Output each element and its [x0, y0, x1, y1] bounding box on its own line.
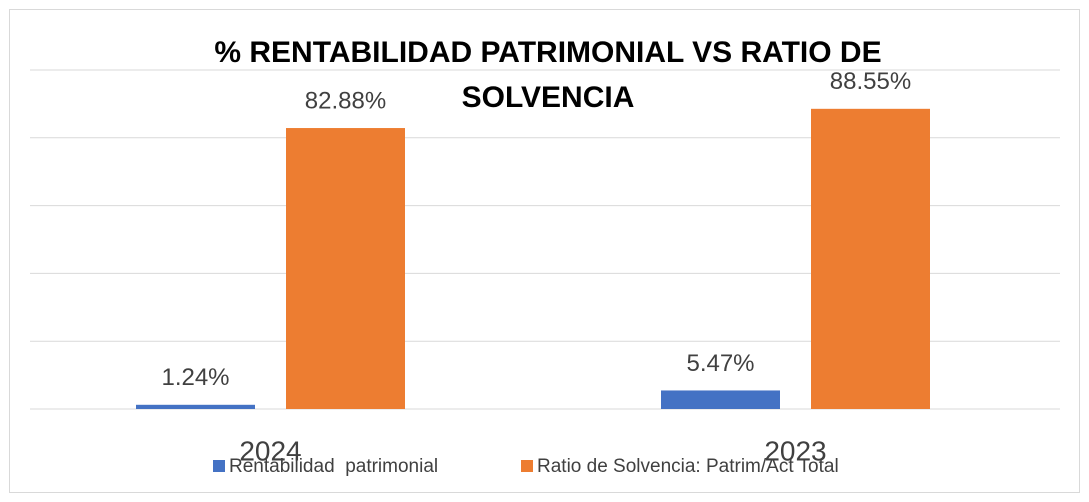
- bar: [136, 404, 255, 409]
- legend-swatch: [521, 460, 533, 472]
- legend-swatch: [213, 460, 225, 472]
- x-tick-label: 2023: [764, 435, 826, 466]
- bar: [286, 128, 405, 409]
- legend-label: Rentabilidad patrimonial: [229, 456, 438, 477]
- chart-frame: [9, 9, 1080, 493]
- data-label: 5.47%: [686, 350, 754, 377]
- legend-label: Ratio de Solvencia: Patrim/Act Total: [537, 456, 839, 477]
- bar: [811, 108, 930, 410]
- data-label: 82.88%: [305, 87, 386, 114]
- chart-title: % RENTABILIDAD PATRIMONIAL VS RATIO DE S…: [214, 36, 882, 114]
- data-label: 1.24%: [161, 364, 229, 391]
- bar: [661, 390, 780, 409]
- data-label: 88.55%: [830, 68, 911, 95]
- x-tick-label: 2024: [239, 435, 301, 466]
